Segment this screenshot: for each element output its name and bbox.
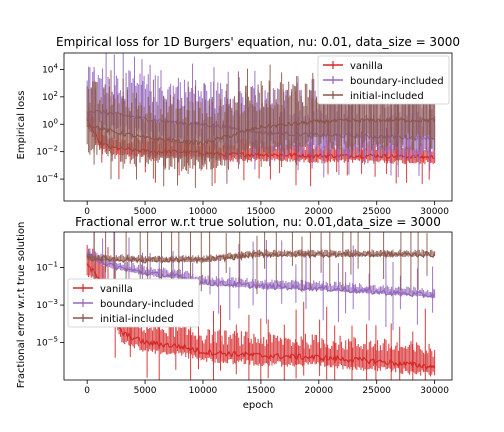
error-chart: Fractional error w.r.t true solution, nu…: [16, 215, 453, 411]
axes-frame: [63, 52, 453, 202]
tick-label: 30000: [420, 386, 449, 396]
tick-label: 104: [42, 62, 58, 75]
legend-label: initial-included: [100, 314, 174, 325]
series-line: [86, 263, 436, 370]
legend-frame: [317, 55, 450, 105]
series-line: [86, 249, 436, 265]
legend-entry-initial-included: initial-included: [323, 91, 424, 102]
legend-frame: [67, 278, 200, 328]
tick-label: 10000: [189, 207, 218, 217]
tick-label: 100: [42, 117, 58, 130]
spike-marks: [93, 232, 428, 298]
y-axis-label: Fractional error w.r.t true solution: [16, 222, 27, 389]
tick-label: 5000: [134, 386, 157, 396]
tick-label: 25000: [362, 386, 391, 396]
tick-label: 10−4: [36, 172, 58, 185]
series-initial-included: [86, 232, 436, 298]
chart-title: Empirical loss for 1D Burgers' equation,…: [56, 35, 460, 49]
loss-plot-area: 0 5000 10000 15000 20000 25000 30000 104 102 100 1…: [36, 52, 453, 217]
legend-label: boundary-included: [350, 76, 444, 87]
error-plot-area: 0 5000 10000 15000 20000 25000 30000 10−1 10−3 10…: [36, 231, 453, 396]
tick-label: 10−3: [36, 298, 58, 311]
loss-legend: vanilla boundary-included initial-includ…: [317, 55, 450, 105]
error-legend: vanilla boundary-included initial-includ…: [67, 278, 200, 328]
axes-frame: [63, 231, 453, 381]
tick-label: 10000: [189, 386, 218, 396]
series-line: [86, 117, 436, 147]
series-line: [86, 251, 436, 299]
y-axis-label: Empirical loss: [16, 91, 27, 160]
series-layer: [86, 232, 436, 380]
chart-title: Fractional error w.r.t true solution, nu…: [75, 215, 441, 229]
tick-label: 15000: [247, 207, 276, 217]
tick-label: 30000: [420, 207, 449, 217]
series-initial-included: [86, 59, 436, 188]
tick-label: 10−5: [36, 336, 58, 349]
tick-label: 10−1: [36, 261, 58, 274]
legend-label: boundary-included: [100, 299, 194, 310]
series-vanilla: [86, 232, 436, 380]
tick-label: 15000: [247, 386, 276, 396]
tick-label: 5000: [134, 207, 157, 217]
loss-chart: Empirical loss for 1D Burgers' equation,…: [16, 35, 460, 217]
error-band: [86, 249, 436, 263]
legend-entry-vanilla: vanilla: [323, 61, 383, 72]
legend-entry-vanilla: vanilla: [73, 284, 133, 295]
tick-label: 20000: [304, 207, 333, 217]
legend-entry-boundary-included: boundary-included: [323, 76, 444, 87]
tick-label: 25000: [362, 207, 391, 217]
tick-label: 0: [84, 207, 90, 217]
tick-label: 102: [42, 90, 58, 103]
legend-entry-initial-included: initial-included: [73, 314, 174, 325]
legend-label: vanilla: [100, 284, 133, 295]
series-layer: [86, 53, 436, 188]
tick-label: 10−2: [36, 145, 58, 158]
legend-label: vanilla: [350, 61, 383, 72]
x-axis-label: epoch: [243, 400, 273, 411]
legend-entry-boundary-included: boundary-included: [73, 299, 194, 310]
legend-label: initial-included: [350, 91, 424, 102]
tick-label: 0: [84, 386, 90, 396]
tick-label: 20000: [304, 386, 333, 396]
